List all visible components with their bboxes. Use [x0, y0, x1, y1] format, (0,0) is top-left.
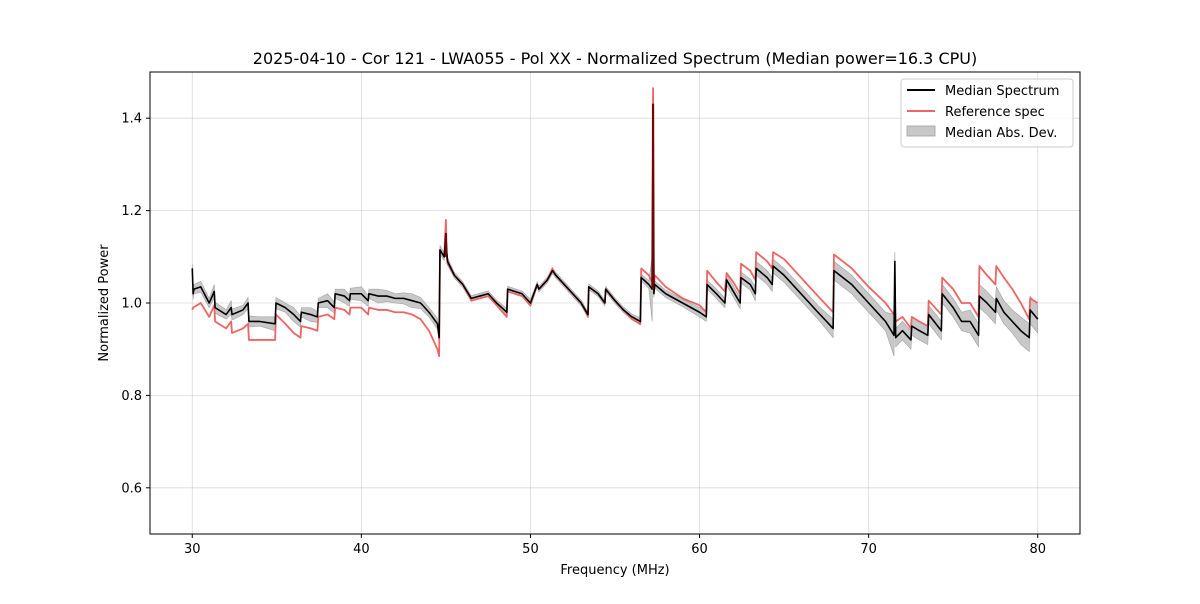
x-tick-label: 50 — [522, 542, 539, 557]
legend-mad-swatch — [906, 125, 936, 137]
y-tick-label: 0.6 — [121, 481, 142, 496]
chart-title: 2025-04-10 - Cor 121 - LWA055 - Pol XX -… — [253, 49, 977, 68]
x-axis: 30 40 50 60 70 80 — [184, 534, 1046, 557]
x-tick-label: 70 — [860, 542, 877, 557]
legend: Median Spectrum Reference spec Median Ab… — [900, 78, 1074, 148]
y-tick-label: 1.2 — [121, 204, 142, 219]
x-tick-label: 60 — [691, 542, 708, 557]
legend-box — [900, 78, 1074, 148]
plot-area — [191, 87, 1039, 358]
legend-reference-label: Reference spec — [945, 105, 1045, 120]
legend-mad-label: Median Abs. Dev. — [945, 126, 1057, 141]
y-axis: 0.6 0.8 1.0 1.2 1.4 — [121, 112, 150, 496]
x-tick-label: 80 — [1029, 542, 1046, 557]
y-tick-label: 1.0 — [121, 297, 142, 312]
y-axis-label: Normalized Power — [97, 244, 112, 362]
x-axis-label: Frequency (MHz) — [560, 563, 669, 578]
median-spectrum-line — [191, 103, 1039, 341]
legend-median-label: Median Spectrum — [945, 84, 1059, 99]
y-tick-label: 0.8 — [121, 389, 142, 404]
y-tick-label: 1.4 — [121, 112, 142, 127]
x-tick-label: 40 — [353, 542, 370, 557]
x-tick-label: 30 — [184, 542, 201, 557]
